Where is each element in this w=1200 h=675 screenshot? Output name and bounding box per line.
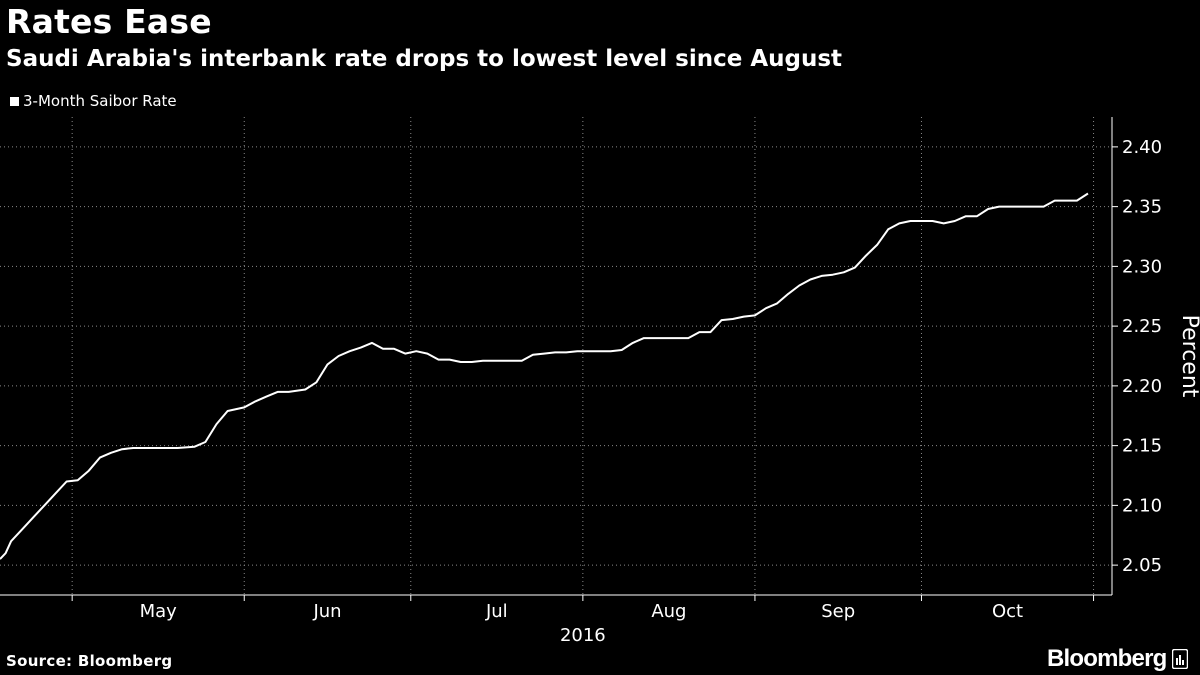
terminal-icon [1172,649,1189,669]
y-tick-label: 2.35 [1122,197,1162,218]
x-tick-label: Sep [821,601,855,622]
y-axis-title: Percent [1177,315,1200,398]
legend: 3-Month Saibor Rate [10,92,177,110]
source-note: Source: Bloomberg [6,652,173,670]
grid-lines [0,117,1112,595]
brand-logo: Bloomberg [1047,645,1189,673]
brand-name: Bloomberg [1047,645,1167,672]
y-tick-label: 2.10 [1122,495,1162,516]
year-label: 2016 [560,625,606,646]
chart-title: Rates Ease [6,2,212,41]
chart-subtitle: Saudi Arabia's interbank rate drops to l… [6,46,843,72]
y-tick-label: 2.20 [1122,376,1162,397]
legend-label: 3-Month Saibor Rate [23,92,177,110]
axes [0,117,1118,601]
x-tick-label: Jul [485,601,508,622]
y-tick-label: 2.30 [1122,256,1162,277]
x-tick-label: May [140,601,178,622]
legend-swatch [10,96,19,106]
series-layer [0,192,1089,560]
y-tick-label: 2.15 [1122,436,1162,457]
y-tick-label: 2.40 [1122,137,1162,158]
x-tick-label: Aug [651,601,686,622]
y-tick-label: 2.25 [1122,316,1162,337]
y-tick-label: 2.05 [1122,555,1162,576]
tick-labels: 2.05 2.10 2.15 2.20 2.25 2.30 2.35 2.40 May Jun Ju… [140,137,1200,646]
x-tick-label: Jun [312,601,341,622]
series-line [0,192,1089,560]
x-tick-label: Oct [992,601,1023,622]
